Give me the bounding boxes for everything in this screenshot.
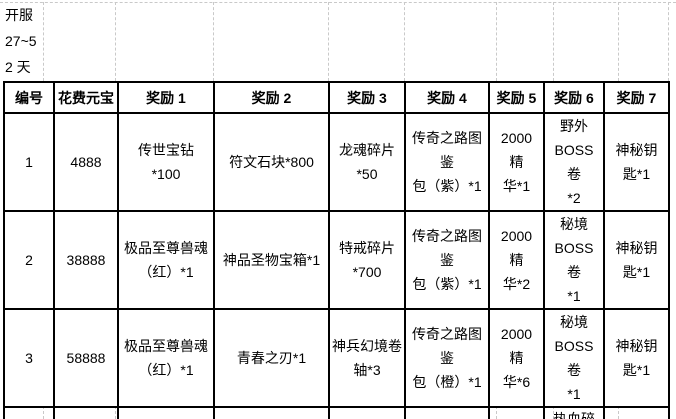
table-cell[interactable]: 4 [3, 406, 55, 419]
gridline [496, 2, 497, 81]
table-row: 2 38888 极品至尊兽魂 （红）*1 神品圣物宝箱*1 特戒碎片 *700 传奇之路图… [3, 210, 670, 310]
table-header: 编号 花费元宝 奖励 1 奖励 2 奖励 3 奖励 4 奖励 5 奖励 6 奖励… [3, 81, 670, 114]
table-cell[interactable]: 4888 [53, 112, 119, 212]
gridline [0, 2, 676, 3]
table-row: 1 4888 传世宝钻 *100 符文石块*800 龙魂碎片 *50 传奇之路图鉴 包（紫… [3, 112, 670, 212]
header-cell-reward4[interactable]: 奖励 4 [404, 81, 490, 114]
table-body: 1 4888 传世宝钻 *100 符文石块*800 龙魂碎片 *50 传奇之路图鉴 包（紫… [3, 112, 670, 419]
table-cell[interactable]: 传世宝钻 *100 [117, 112, 215, 212]
table-cell[interactable]: 神秘钥 匙*1 [603, 210, 670, 310]
table-cell[interactable]: 传奇之路图鉴 包（紫）*1 [404, 112, 490, 212]
table-cell[interactable]: 1 [3, 112, 55, 212]
header-cell-reward1[interactable]: 奖励 1 [117, 81, 215, 114]
table-row: 4128888热血神甲（1 阶）*1热血高校*1热血碎片 *20热血碎片*20热… [3, 406, 670, 419]
table-cell[interactable]: 热血碎 片*20 [488, 406, 545, 419]
table-cell[interactable]: 热血碎片 *20 [328, 406, 406, 419]
header-cell-reward3[interactable]: 奖励 3 [328, 81, 406, 114]
table-cell[interactable]: 野外 BOSS 卷 *2 [543, 112, 605, 212]
gridline [115, 2, 116, 81]
table-cell[interactable]: 热血碎片 *20 [543, 406, 605, 419]
table-cell[interactable]: 传奇之路图鉴 包（紫）*1 [404, 210, 490, 310]
table-cell[interactable]: 极品至尊兽魂 （红）*1 [117, 210, 215, 310]
table-cell[interactable]: 热血神甲（1 阶）*1 [117, 406, 215, 419]
table-cell[interactable]: 3 [3, 308, 55, 408]
table-cell[interactable]: 神秘钥 匙*1 [603, 112, 670, 212]
header-cell-id[interactable]: 编号 [3, 81, 55, 114]
table-cell[interactable]: 秘境 BOSS 卷 *1 [543, 308, 605, 408]
header-cell-reward6[interactable]: 奖励 6 [543, 81, 605, 114]
header-cell-cost[interactable]: 花费元宝 [53, 81, 119, 114]
top-note-cell[interactable]: 开服 27~5 2 天 [5, 7, 37, 75]
gridline [553, 2, 554, 81]
table-cell[interactable]: 128888 [53, 406, 119, 419]
table-cell[interactable]: 极品至尊兽魂 （红）*1 [117, 308, 215, 408]
gridline [213, 2, 214, 81]
table-cell[interactable]: 2000 精 华*2 [488, 210, 545, 310]
table-cell[interactable]: 2 [3, 210, 55, 310]
gridline [618, 2, 619, 81]
gridline [43, 2, 44, 81]
table-cell[interactable]: 热血碎 片*20 [603, 406, 670, 419]
header-row: 编号 花费元宝 奖励 1 奖励 2 奖励 3 奖励 4 奖励 5 奖励 6 奖励… [3, 81, 670, 114]
table-cell[interactable]: 秘境 BOSS 卷 *1 [543, 210, 605, 310]
table-cell[interactable]: 青春之刃*1 [213, 308, 330, 408]
header-cell-reward7[interactable]: 奖励 7 [603, 81, 670, 114]
table-row: 3 58888 极品至尊兽魂 （红）*1 青春之刃*1 神兵幻境卷 轴*3 传奇之路图鉴 … [3, 308, 670, 408]
table-cell[interactable]: 38888 [53, 210, 119, 310]
table-cell[interactable]: 58888 [53, 308, 119, 408]
table-cell[interactable]: 2000 精 华*1 [488, 112, 545, 212]
table-cell[interactable]: 神秘钥 匙*1 [603, 308, 670, 408]
table-cell[interactable]: 龙魂碎片 *50 [328, 112, 406, 212]
table-cell[interactable]: 2000 精 华*6 [488, 308, 545, 408]
table-cell[interactable]: 热血碎片*20 [404, 406, 490, 419]
table-cell[interactable]: 神品圣物宝箱*1 [213, 210, 330, 310]
table-cell[interactable]: 符文石块*800 [213, 112, 330, 212]
gridline [668, 2, 669, 81]
table-cell[interactable]: 神兵幻境卷 轴*3 [328, 308, 406, 408]
table-cell[interactable]: 热血高校*1 [213, 406, 330, 419]
header-cell-reward2[interactable]: 奖励 2 [213, 81, 330, 114]
table-cell[interactable]: 传奇之路图鉴 包（橙）*1 [404, 308, 490, 408]
header-cell-reward5[interactable]: 奖励 5 [488, 81, 545, 114]
reward-table: 编号 花费元宝 奖励 1 奖励 2 奖励 3 奖励 4 奖励 5 奖励 6 奖励… [3, 81, 670, 419]
gridline [404, 2, 405, 81]
table-cell[interactable]: 特戒碎片 *700 [328, 210, 406, 310]
gridline [328, 2, 329, 81]
